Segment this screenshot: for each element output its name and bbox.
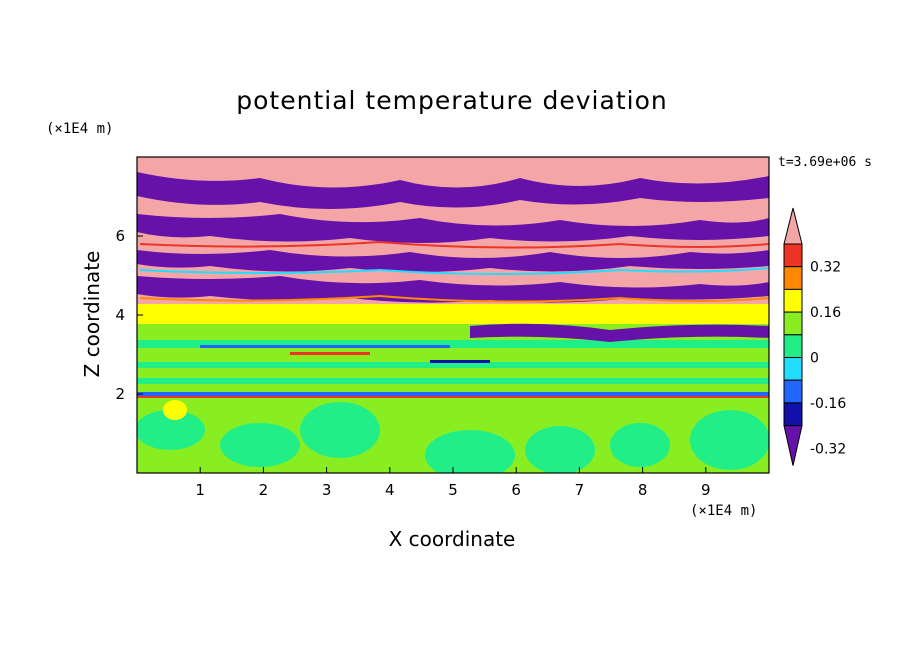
colorbar-label: 0.32 — [810, 260, 841, 276]
stripe — [290, 352, 370, 355]
colorbar-cell — [783, 334, 803, 358]
cell — [425, 430, 515, 473]
colorbar: 0.32 0.16 0 -0.16 -0.32 — [783, 207, 846, 466]
cell — [610, 423, 670, 467]
y-tick-label: 6 — [115, 227, 125, 245]
colorbar-cell — [783, 311, 803, 336]
purple-layer — [137, 250, 769, 272]
y-unit-label: (×1E4 m) — [46, 121, 114, 137]
orange-contour — [139, 294, 769, 303]
stripe — [430, 360, 490, 363]
colorbar-cell — [783, 379, 803, 404]
stripe — [200, 345, 450, 348]
colorbar-cell — [783, 243, 803, 268]
y-tick-label: 2 — [115, 385, 125, 403]
colorbar-cell — [783, 288, 803, 313]
x-tick-label: 2 — [259, 481, 269, 499]
cell — [163, 400, 187, 420]
cyan-contour — [139, 267, 769, 275]
y-tick-label: 4 — [115, 306, 125, 324]
colorbar-label: 0 — [810, 351, 819, 367]
red-contour — [139, 240, 769, 249]
x-axis: 1 2 3 4 5 6 7 8 9 — [195, 467, 711, 499]
purple-layer — [137, 276, 769, 303]
cell — [300, 402, 380, 458]
cell — [690, 410, 769, 470]
yellow-band — [137, 304, 769, 324]
y-axis: 2 4 6 — [115, 227, 143, 403]
cell — [525, 426, 595, 473]
chart-title: potential temperature deviation — [236, 86, 668, 115]
x-tick-label: 6 — [511, 481, 521, 499]
colorbar-cell — [783, 357, 803, 381]
cell — [220, 423, 300, 467]
colorbar-label: 0.16 — [810, 305, 841, 321]
purple-tail — [470, 323, 769, 342]
stripe — [137, 392, 769, 396]
x-axis-label: X coordinate — [388, 527, 516, 551]
x-tick-label: 8 — [638, 481, 648, 499]
x-tick-label: 4 — [385, 481, 395, 499]
colorbar-cell — [783, 402, 803, 427]
stripe — [137, 378, 769, 384]
colorbar-label: -0.16 — [810, 396, 846, 412]
cell — [137, 410, 205, 450]
purple-layer — [137, 172, 769, 209]
top-layer — [137, 157, 769, 176]
colorbar-bottom-arrow — [783, 425, 803, 466]
x-unit-label: (×1E4 m) — [690, 503, 758, 519]
colorbar-label: -0.32 — [810, 441, 846, 457]
x-tick-label: 9 — [701, 481, 711, 499]
x-tick-label: 7 — [575, 481, 585, 499]
purple-layer — [137, 214, 769, 243]
stripe — [137, 362, 769, 368]
field-layer — [137, 157, 769, 473]
stripe — [137, 340, 769, 348]
stripe — [137, 396, 769, 398]
x-tick-label: 5 — [448, 481, 458, 499]
x-tick-label: 1 — [195, 481, 205, 499]
colorbar-cell — [783, 266, 803, 290]
x-tick-label: 3 — [322, 481, 332, 499]
time-label: t=3.69e+06 s — [778, 155, 872, 170]
colorbar-top-arrow — [783, 207, 803, 245]
